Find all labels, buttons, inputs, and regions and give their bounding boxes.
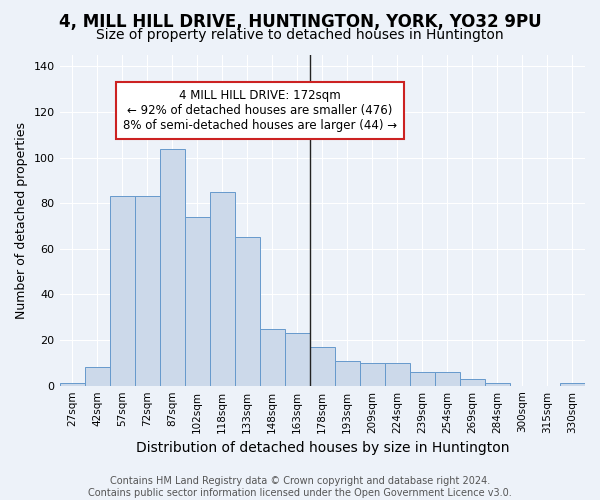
Bar: [134, 196, 160, 386]
Text: 4 MILL HILL DRIVE: 172sqm
← 92% of detached houses are smaller (476)
8% of semi-: 4 MILL HILL DRIVE: 172sqm ← 92% of detac…: [122, 89, 397, 132]
Bar: [110, 196, 134, 386]
Bar: [385, 363, 410, 386]
Bar: [560, 384, 585, 386]
Text: 4, MILL HILL DRIVE, HUNTINGTON, YORK, YO32 9PU: 4, MILL HILL DRIVE, HUNTINGTON, YORK, YO…: [59, 12, 541, 30]
Text: Contains HM Land Registry data © Crown copyright and database right 2024.
Contai: Contains HM Land Registry data © Crown c…: [88, 476, 512, 498]
Y-axis label: Number of detached properties: Number of detached properties: [15, 122, 28, 319]
Bar: [185, 217, 209, 386]
Bar: [59, 384, 85, 386]
Bar: [160, 148, 185, 386]
Text: Size of property relative to detached houses in Huntington: Size of property relative to detached ho…: [96, 28, 504, 42]
Bar: [235, 238, 260, 386]
Bar: [209, 192, 235, 386]
Bar: [485, 384, 510, 386]
Bar: [335, 360, 360, 386]
Bar: [310, 347, 335, 386]
Bar: [360, 363, 385, 386]
Bar: [435, 372, 460, 386]
Bar: [460, 379, 485, 386]
X-axis label: Distribution of detached houses by size in Huntington: Distribution of detached houses by size …: [136, 441, 509, 455]
Bar: [285, 333, 310, 386]
Bar: [410, 372, 435, 386]
Bar: [85, 368, 110, 386]
Bar: [260, 328, 285, 386]
